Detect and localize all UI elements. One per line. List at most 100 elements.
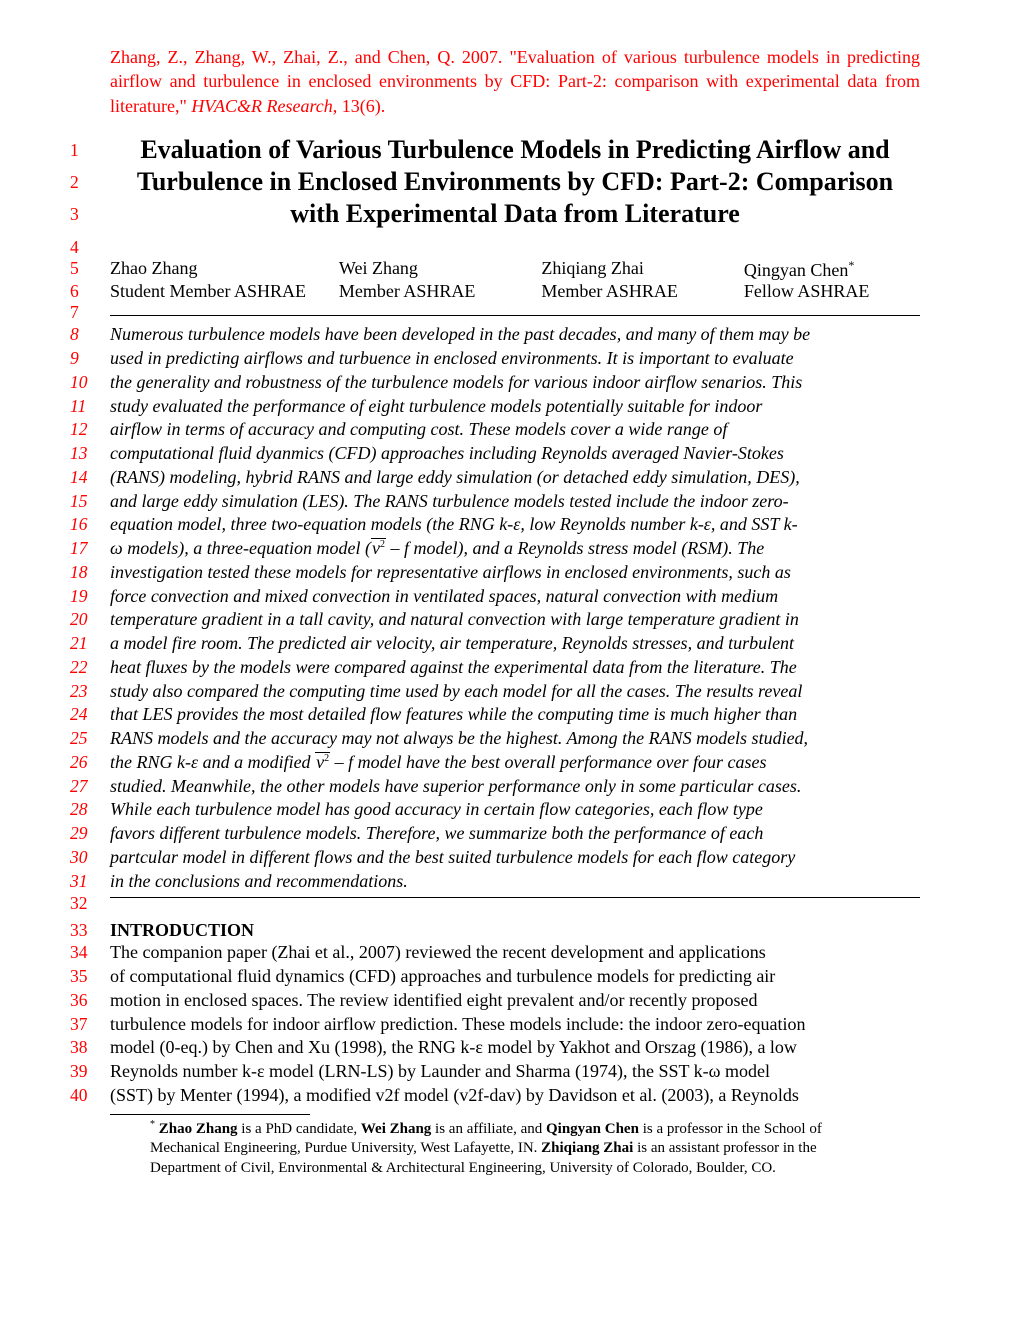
abstract-line: in the conclusions and recommendations. <box>110 870 920 894</box>
abstract-line: ω models), a three-equation model (v2 – … <box>110 537 920 561</box>
author-name: Zhiqiang Zhai <box>541 258 744 281</box>
footnote-text: is an affiliate, and <box>431 1121 546 1137</box>
line-number: 4 <box>70 237 110 258</box>
citation-suffix: , 13(6). <box>333 96 386 116</box>
abstract-line: equation model, three two-equation model… <box>110 513 920 537</box>
abstract-line: investigation tested these models for re… <box>110 561 920 585</box>
body-line: (SST) by Menter (1994), a modified v2f m… <box>110 1084 920 1108</box>
line-number: 24 <box>70 703 110 726</box>
abstract-line: study evaluated the performance of eight… <box>110 395 920 419</box>
horizontal-rule <box>110 897 920 898</box>
line-number: 32 <box>70 893 110 914</box>
abstract-line: While each turbulence model has good acc… <box>110 798 920 822</box>
abstract-line: Numerous turbulence models have been dev… <box>110 323 920 347</box>
line-number: 6 <box>70 281 110 302</box>
title-text-1: Evaluation of Various Turbulence Models … <box>110 135 920 165</box>
footnote-marker: * <box>848 258 854 272</box>
line-number: 10 <box>70 371 110 394</box>
paper-page: Zhang, Z., Zhang, W., Zhai, Z., and Chen… <box>0 0 1020 1218</box>
abstract-line: RANS models and the accuracy may not alw… <box>110 727 920 751</box>
abstract-line: partcular model in different flows and t… <box>110 846 920 870</box>
abstract-line: favors different turbulence models. Ther… <box>110 822 920 846</box>
line-number: 40 <box>70 1084 110 1107</box>
title-line-2: 2 Turbulence in Enclosed Environments by… <box>70 166 920 198</box>
line-number: 38 <box>70 1036 110 1059</box>
line-number: 21 <box>70 632 110 655</box>
body-line: turbulence models for indoor airflow pre… <box>110 1013 920 1037</box>
line-number: 16 <box>70 513 110 536</box>
abstract-line: force convection and mixed convection in… <box>110 585 920 609</box>
abstract-line: computational fluid dyanmics (CFD) appro… <box>110 442 920 466</box>
abstract-line: a model fire room. The predicted air vel… <box>110 632 920 656</box>
author-name: Wei Zhang <box>339 258 542 281</box>
blank-line: 4 <box>70 230 920 259</box>
abstract-line: used in predicting airflows and turbuenc… <box>110 347 920 371</box>
body-line: of computational fluid dynamics (CFD) ap… <box>110 965 920 989</box>
line-number: 31 <box>70 870 110 893</box>
line-number: 2 <box>70 166 110 198</box>
line-number: 34 <box>70 941 110 964</box>
abstract-line: the generality and robustness of the tur… <box>110 371 920 395</box>
abstract-line: heat fluxes by the models were compared … <box>110 656 920 680</box>
body-line: model (0-eq.) by Chen and Xu (1998), the… <box>110 1036 920 1060</box>
authors-roles-row: 6 Student Member ASHRAE Member ASHRAE Me… <box>70 281 920 302</box>
abstract-line: and large eddy simulation (LES). The RAN… <box>110 490 920 514</box>
author-role: Student Member ASHRAE <box>110 281 339 302</box>
section-heading: INTRODUCTION <box>110 920 920 941</box>
line-number: 18 <box>70 561 110 584</box>
abstract-line: temperature gradient in a tall cavity, a… <box>110 608 920 632</box>
footnote-marker: * <box>150 1119 155 1130</box>
abstract-line: airflow in terms of accuracy and computi… <box>110 418 920 442</box>
line-number: 22 <box>70 656 110 679</box>
abstract-line: studied. Meanwhile, the other models hav… <box>110 775 920 799</box>
line-number: 28 <box>70 798 110 821</box>
line-number: 35 <box>70 965 110 988</box>
line-number: 7 <box>70 302 110 323</box>
line-number: 14 <box>70 466 110 489</box>
line-number: 36 <box>70 989 110 1012</box>
line-number: 3 <box>70 198 110 230</box>
citation-journal: HVAC&R Research <box>191 96 332 116</box>
line-number: 15 <box>70 490 110 513</box>
line-number: 23 <box>70 680 110 703</box>
abstract-line: study also compared the computing time u… <box>110 680 920 704</box>
line-number: 9 <box>70 347 110 370</box>
body-line: Reynolds number k-ε model (LRN-LS) by La… <box>110 1060 920 1084</box>
line-number: 20 <box>70 608 110 631</box>
line-number: 39 <box>70 1060 110 1083</box>
abstract-line: the RNG k-ε and a modified v2 – f model … <box>110 751 920 775</box>
line-number: 8 <box>70 323 110 346</box>
line-number: 17 <box>70 537 110 560</box>
line-number: 1 <box>70 134 110 166</box>
line-number: 30 <box>70 846 110 869</box>
body-line: motion in enclosed spaces. The review id… <box>110 989 920 1013</box>
line-number: 37 <box>70 1013 110 1036</box>
divider-row: 7 <box>70 302 920 323</box>
footnote-rule <box>110 1114 310 1115</box>
line-number: 19 <box>70 585 110 608</box>
line-number: 29 <box>70 822 110 845</box>
footnote-name: Qingyan Chen <box>546 1121 639 1137</box>
footnote-name: Zhao Zhang <box>159 1121 238 1137</box>
footnote-name: Zhiqiang Zhai <box>541 1140 633 1156</box>
footnote-block: * Zhao Zhang is a PhD candidate, Wei Zha… <box>150 1118 920 1179</box>
line-number: 26 <box>70 751 110 774</box>
line-number: 5 <box>70 258 110 279</box>
title-text-2: Turbulence in Enclosed Environments by C… <box>110 167 920 197</box>
author-name: Qingyan Chen* <box>744 258 920 281</box>
title-text-3: with Experimental Data from Literature <box>110 199 920 229</box>
body-line: The companion paper (Zhai et al., 2007) … <box>110 941 920 965</box>
author-role: Fellow ASHRAE <box>744 281 920 302</box>
section-heading-row: 33 INTRODUCTION <box>70 920 920 941</box>
authors-names-row: 5 Zhao Zhang Wei Zhang Zhiqiang Zhai Qin… <box>70 258 920 281</box>
line-number: 27 <box>70 775 110 798</box>
author-role: Member ASHRAE <box>339 281 542 302</box>
line-number: 12 <box>70 418 110 441</box>
divider-row: 32 <box>70 893 920 914</box>
abstract-line: that LES provides the most detailed flow… <box>110 703 920 727</box>
line-number: 11 <box>70 395 110 418</box>
abstract-block: 8Numerous turbulence models have been de… <box>70 323 920 893</box>
footnote-text: is a PhD candidate, <box>238 1121 361 1137</box>
author-role: Member ASHRAE <box>541 281 744 302</box>
title-line-1: 1 Evaluation of Various Turbulence Model… <box>70 134 920 166</box>
